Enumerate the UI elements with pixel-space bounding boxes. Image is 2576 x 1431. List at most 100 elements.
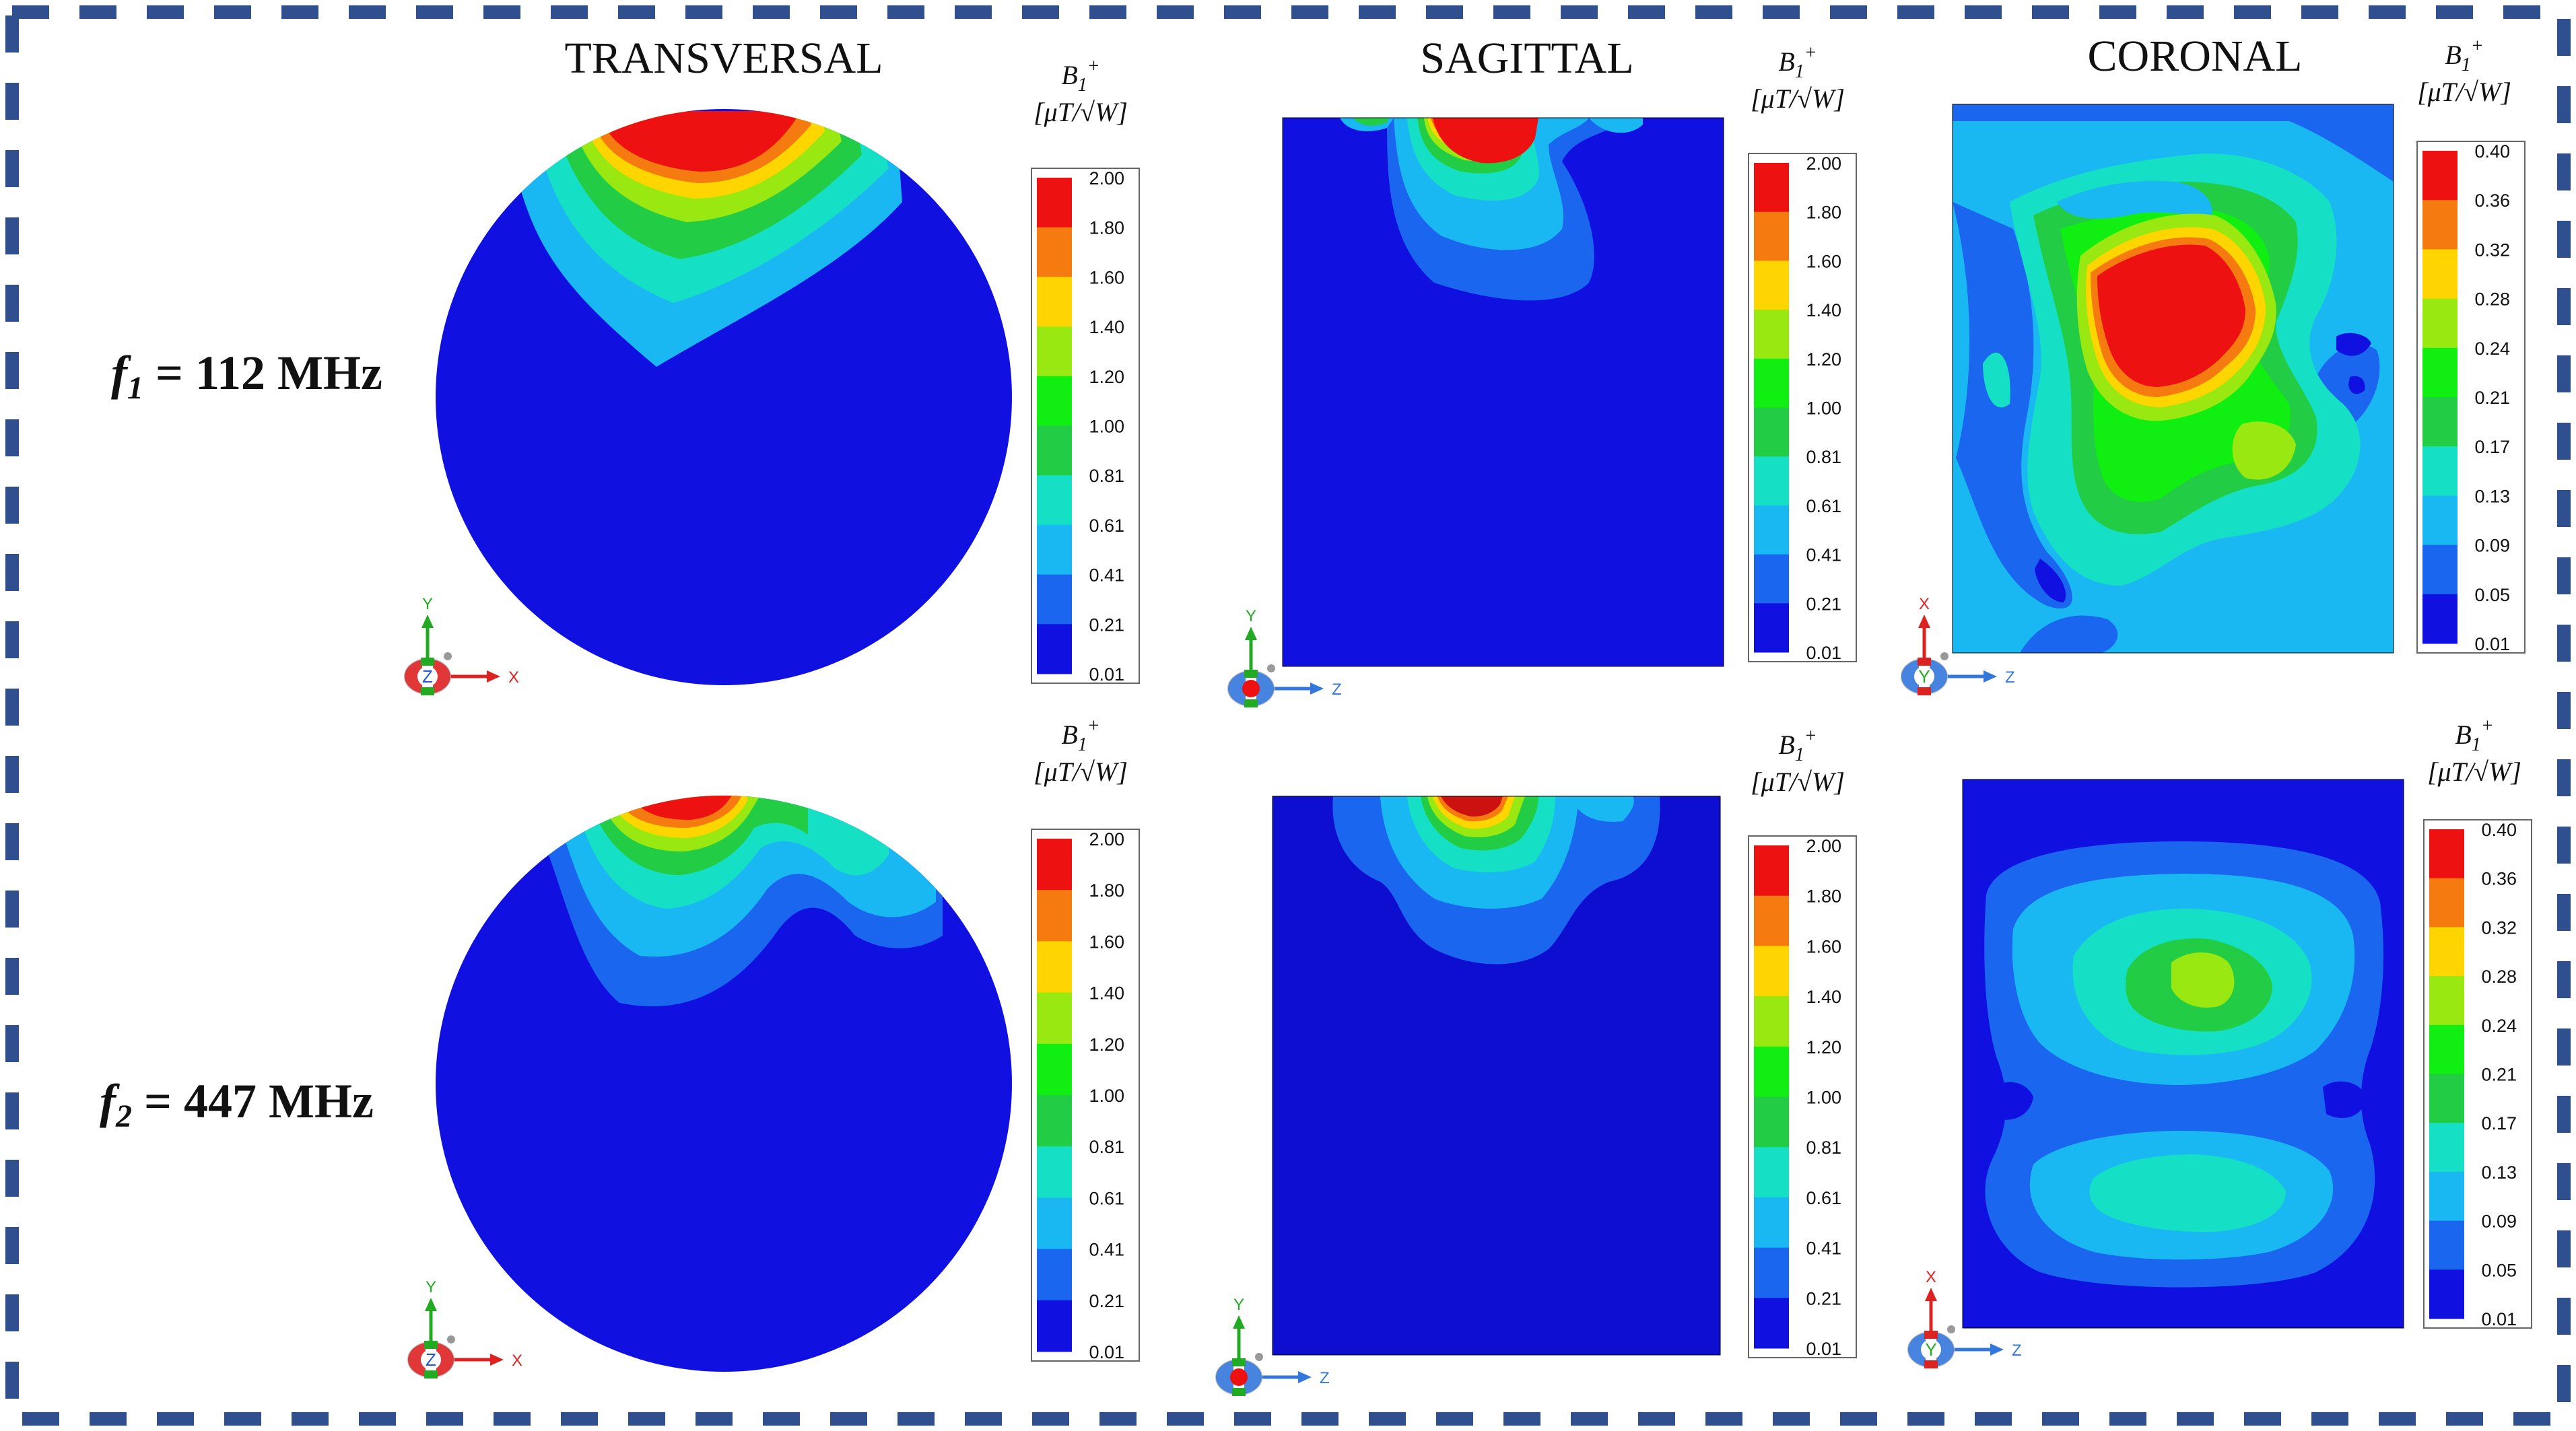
colorbar-swatch	[1754, 407, 1789, 457]
colorbar-title: B1+	[1061, 716, 1099, 755]
axis-label-up: Y	[1233, 1296, 1244, 1314]
colorbar-tick-label: 0.40	[2481, 820, 2517, 840]
colorbar-sagittal-f2: B1+[μT/√W] 2.00 1.80 1.60 1.40 1.20 1.00 0.81 0.…	[1748, 726, 1857, 1359]
colorbar-swatch	[2422, 200, 2458, 250]
colorbar-swatch	[1037, 1043, 1072, 1096]
colorbar-swatch	[1754, 845, 1789, 897]
axis-center-dot	[1242, 680, 1260, 697]
colorbar-title: B1+	[2455, 716, 2493, 755]
colorbar-swatch	[2429, 927, 2464, 977]
colorbar-tick-label: 0.17	[2474, 437, 2510, 457]
sagittal-f2-map	[1272, 796, 1721, 1356]
colorbar-swatch	[1754, 163, 1789, 213]
colorbar-sagittal-f1: B1+[μT/√W] 2.00 1.80 1.60 1.40 1.20 1.00 0.81 0.…	[1748, 42, 1857, 663]
colorbar-tick-label: 0.01	[2481, 1309, 2517, 1329]
colorbar-tick-label: 1.80	[1089, 218, 1124, 238]
colorbar-swatch	[1754, 1197, 1789, 1249]
sagittal-f1-map	[1282, 117, 1724, 667]
axis-label-right: Z	[2005, 668, 2015, 687]
colorbar-tick-label: 1.00	[1089, 1086, 1124, 1106]
axis-triad-sagittal-f1: YZ	[1227, 607, 1342, 707]
colorbar-tick-label: 0.41	[1089, 565, 1124, 586]
colorbar-title: B1+	[2445, 36, 2483, 75]
colorbar-title: B1+	[1061, 56, 1099, 96]
colorbar-tick-label: 0.32	[2481, 917, 2517, 938]
colorbar-swatch	[1037, 376, 1072, 426]
colorbar-tick-label: 0.01	[1806, 1339, 1841, 1359]
colorbar-swatch	[1037, 1249, 1072, 1301]
colorbar-tick-label: 0.81	[1089, 466, 1124, 486]
colorbar-tick-label: 1.40	[1089, 983, 1124, 1004]
colorbar-swatch	[1754, 996, 1789, 1047]
colorbar-swatch	[2422, 545, 2458, 595]
colorbar-tick-label: 0.21	[2474, 388, 2510, 408]
colorbar-unit: [μT/√W]	[2417, 77, 2511, 107]
colorbar-tick-label: 1.60	[1806, 251, 1841, 271]
colorbar-unit: [μT/√W]	[1033, 97, 1128, 127]
axis-triad-sagittal-f2: YZ	[1215, 1296, 1330, 1396]
colorbar-swatch	[1037, 178, 1072, 228]
axis-label-right: Z	[2012, 1341, 2022, 1360]
colorbar-tick-label: 1.40	[1806, 300, 1841, 320]
axis-label-right: Z	[1320, 1369, 1330, 1387]
colorbar-swatch	[2429, 1269, 2464, 1319]
axis-triad-coronal-f1: X Z Y	[1901, 595, 2015, 695]
colorbar-tick-label: 0.61	[1806, 1188, 1841, 1208]
colorbar-swatch	[1754, 895, 1789, 946]
colorbar-swatch	[1754, 946, 1789, 997]
axis-label-right: X	[508, 668, 519, 687]
colorbar-swatch	[2422, 249, 2458, 300]
colorbar-tick-label: 1.40	[1806, 987, 1841, 1007]
colorbar-tick-label: 0.28	[2481, 967, 2517, 987]
colorbar-coronal-f2: B1+[μT/√W] 0.40 0.36 0.32 0.28 0.24 0.21 0.17 0.…	[2423, 716, 2532, 1329]
colorbar-tick-label: 1.60	[1089, 932, 1124, 952]
colorbar-tick-label: 0.01	[1089, 1342, 1124, 1362]
colorbar-swatch	[2429, 1123, 2464, 1173]
colorbar-swatch	[1037, 890, 1072, 942]
svg-text:f2 = 447 MHz: f2 = 447 MHz	[100, 1074, 374, 1134]
colorbar-tick-label: 0.41	[1806, 1238, 1841, 1259]
colorbar-unit: [μT/√W]	[1033, 757, 1128, 787]
colorbar-title: B1+	[1778, 42, 1817, 82]
colorbar-tick-label: 0.28	[2474, 289, 2510, 310]
colorbar-tick-label: 0.21	[1806, 1288, 1841, 1308]
colorbar-swatch	[2429, 878, 2464, 928]
colorbar-tick-label: 0.32	[2474, 240, 2510, 260]
axis-label-up: X	[1926, 1268, 1936, 1286]
colorbar-unit: [μT/√W]	[1751, 83, 1845, 114]
colorbar-swatch	[1037, 1197, 1072, 1250]
colorbar-swatch	[1037, 227, 1072, 277]
axis-label-center: Z	[422, 666, 433, 687]
colorbar-swatch	[1037, 326, 1072, 377]
colorbar-tick-label: 1.40	[1089, 317, 1124, 337]
colorbar-tick-label: 1.20	[1806, 1037, 1841, 1057]
colorbar-tick-label: 0.21	[1089, 615, 1124, 635]
colorbar-swatch	[1037, 624, 1072, 674]
axis-label-up: Y	[426, 1278, 436, 1296]
axis-label-right: X	[512, 1352, 522, 1370]
axis-label-center: Y	[1925, 1339, 1936, 1360]
colorbar-tick-label: 0.81	[1806, 447, 1841, 467]
colorbar-swatch	[1754, 211, 1789, 261]
colorbar-swatch	[1754, 1147, 1789, 1198]
colorbar-swatch	[1754, 1046, 1789, 1097]
colorbar-swatch	[1037, 574, 1072, 625]
colorbar-swatch	[2422, 495, 2458, 546]
colorbar-tick-label: 0.09	[2481, 1212, 2517, 1232]
colorbar-swatch	[2422, 594, 2458, 644]
dashed-border	[5, 5, 2571, 1426]
colorbar-title: B1+	[1778, 726, 1817, 765]
colorbar-tick-label: 0.24	[2481, 1016, 2517, 1036]
colorbar-swatch	[2422, 298, 2458, 349]
colorbar-tick-label: 1.00	[1806, 1088, 1841, 1108]
colorbar-tick-label: 0.61	[1806, 496, 1841, 516]
colorbar-tick-label: 0.05	[2481, 1260, 2517, 1280]
colorbar-tick-label: 0.24	[2474, 339, 2510, 359]
colorbar-tick-label: 2.00	[1806, 153, 1841, 174]
colorbar-swatch	[2429, 1024, 2464, 1074]
svg-text:f1 = 112 MHz: f1 = 112 MHz	[111, 346, 382, 406]
colorbar-swatch	[1754, 603, 1789, 653]
axis-label-center: Y	[1918, 666, 1930, 687]
colorbar-swatch	[1754, 1298, 1789, 1349]
